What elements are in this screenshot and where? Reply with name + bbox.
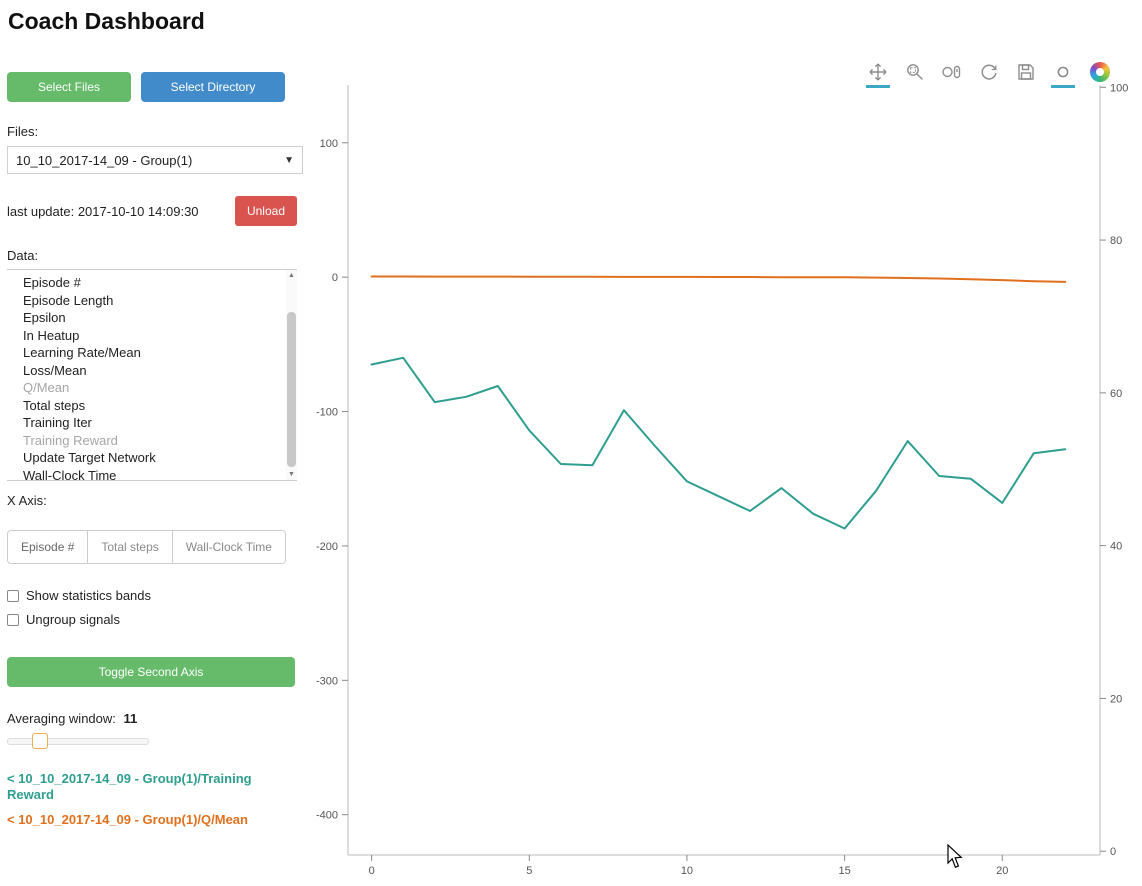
files-dropdown-value: 10_10_2017-14_09 - Group(1) (16, 152, 193, 168)
checkbox[interactable] (7, 589, 19, 602)
scroll-down-icon[interactable]: ▼ (288, 471, 295, 478)
plot-toolbar (866, 56, 1112, 88)
select-directory-button[interactable]: Select Directory (141, 72, 285, 102)
data-list-item[interactable]: Episode # (23, 275, 81, 290)
svg-text:40: 40 (1110, 541, 1122, 553)
svg-text:-300: -300 (316, 675, 338, 687)
options-checkbox-group: Show statistics bands Ungroup signals (7, 588, 297, 627)
data-listbox[interactable]: Episode # Episode Length Epsilon In Heatup L… (7, 269, 297, 481)
x-axis-button-group: Episode # Total steps Wall-Clock Time (7, 530, 286, 564)
toggle-second-axis-button[interactable]: Toggle Second Axis (7, 657, 295, 687)
scrollbar-thumb[interactable] (287, 312, 296, 467)
reset-icon[interactable] (977, 56, 1001, 88)
bokeh-logo-icon (1090, 62, 1110, 82)
data-list-item[interactable]: Wall-Clock Time (23, 467, 117, 481)
legend-item[interactable]: < 10_10_2017-14_09 - Group(1)/Q/Mean (7, 812, 248, 827)
x-axis-option-total-steps[interactable]: Total steps (88, 531, 173, 563)
last-update-text: last update: 2017-10-10 14:09:30 (7, 203, 199, 219)
svg-text:60: 60 (1110, 388, 1122, 400)
svg-text:0: 0 (369, 865, 375, 877)
svg-text:10: 10 (681, 865, 693, 877)
svg-text:5: 5 (526, 865, 532, 877)
pan-tool-icon[interactable] (866, 56, 890, 88)
data-list-item[interactable]: Training Iter (23, 415, 92, 430)
legend-item[interactable]: < 10_10_2017-14_09 - Group(1)/Training R… (7, 771, 252, 802)
svg-text:20: 20 (1110, 693, 1122, 705)
x-axis-option-episode-[interactable]: Episode # (8, 531, 89, 563)
data-list-item[interactable]: Training Reward (23, 432, 118, 448)
svg-text:-100: -100 (316, 407, 338, 419)
x-axis-option-wall-clock-time[interactable]: Wall-Clock Time (172, 531, 285, 563)
svg-text:-200: -200 (316, 541, 338, 553)
save-icon[interactable] (1014, 56, 1038, 88)
data-list-item[interactable]: Epsilon (23, 310, 66, 325)
sidebar: Select Files Select Directory Files: 10_… (7, 60, 303, 837)
svg-text:15: 15 (838, 865, 850, 877)
page-title: Coach Dashboard (8, 8, 205, 34)
chart-legend: < 10_10_2017-14_09 - Group(1)/Training R… (7, 771, 297, 828)
wheel-zoom-icon[interactable] (940, 56, 964, 88)
data-list-item[interactable]: Learning Rate/Mean (23, 345, 141, 360)
averaging-window-label: Averaging window: (7, 711, 116, 726)
select-files-button[interactable]: Select Files (7, 72, 131, 102)
data-list-item[interactable]: In Heatup (23, 327, 80, 343)
checkbox-row: Show statistics bands (7, 588, 297, 603)
data-label: Data: (7, 248, 39, 263)
hover-tool-icon[interactable] (1051, 56, 1075, 88)
data-list-item[interactable]: Q/Mean (23, 380, 70, 395)
files-dropdown[interactable]: 10_10_2017-14_09 - Group(1) ▼ (7, 146, 303, 174)
files-label: Files: (7, 124, 39, 139)
svg-text:0: 0 (332, 272, 338, 284)
plot-area[interactable]: 100 0 -100 -200 -300 -400 100 80 60 40 20 0 0 5 10 15 20 (300, 0, 1142, 881)
data-list-item[interactable]: Update Target Network (23, 450, 156, 465)
data-list-item[interactable]: Episode Length (23, 292, 114, 308)
checkbox[interactable] (7, 613, 19, 626)
checkbox-row: Ungroup signals (7, 612, 297, 627)
averaging-window-slider[interactable] (7, 733, 149, 749)
data-list-item[interactable]: Loss/Mean (23, 362, 87, 378)
svg-text:100: 100 (320, 138, 338, 150)
svg-text:-400: -400 (316, 810, 338, 822)
box-zoom-icon[interactable] (903, 56, 927, 88)
x-axis-label: X Axis: (7, 493, 47, 508)
slider-handle[interactable] (32, 733, 48, 749)
data-list-item[interactable]: Total steps (23, 397, 86, 413)
scrollbar[interactable]: ▲ ▼ (286, 270, 297, 480)
chevron-down-icon: ▼ (284, 154, 294, 166)
scroll-up-icon[interactable]: ▲ (288, 272, 295, 279)
svg-text:100: 100 (1110, 82, 1128, 94)
bokeh-logo-icon[interactable] (1088, 56, 1112, 88)
svg-text:80: 80 (1110, 235, 1122, 247)
averaging-window-value: 11 (123, 711, 138, 726)
svg-text:0: 0 (1110, 846, 1116, 858)
checkbox-label: Ungroup signals (26, 612, 120, 627)
unload-button[interactable]: Unload (234, 196, 297, 226)
checkbox-label: Show statistics bands (26, 588, 152, 603)
svg-text:20: 20 (996, 865, 1008, 877)
